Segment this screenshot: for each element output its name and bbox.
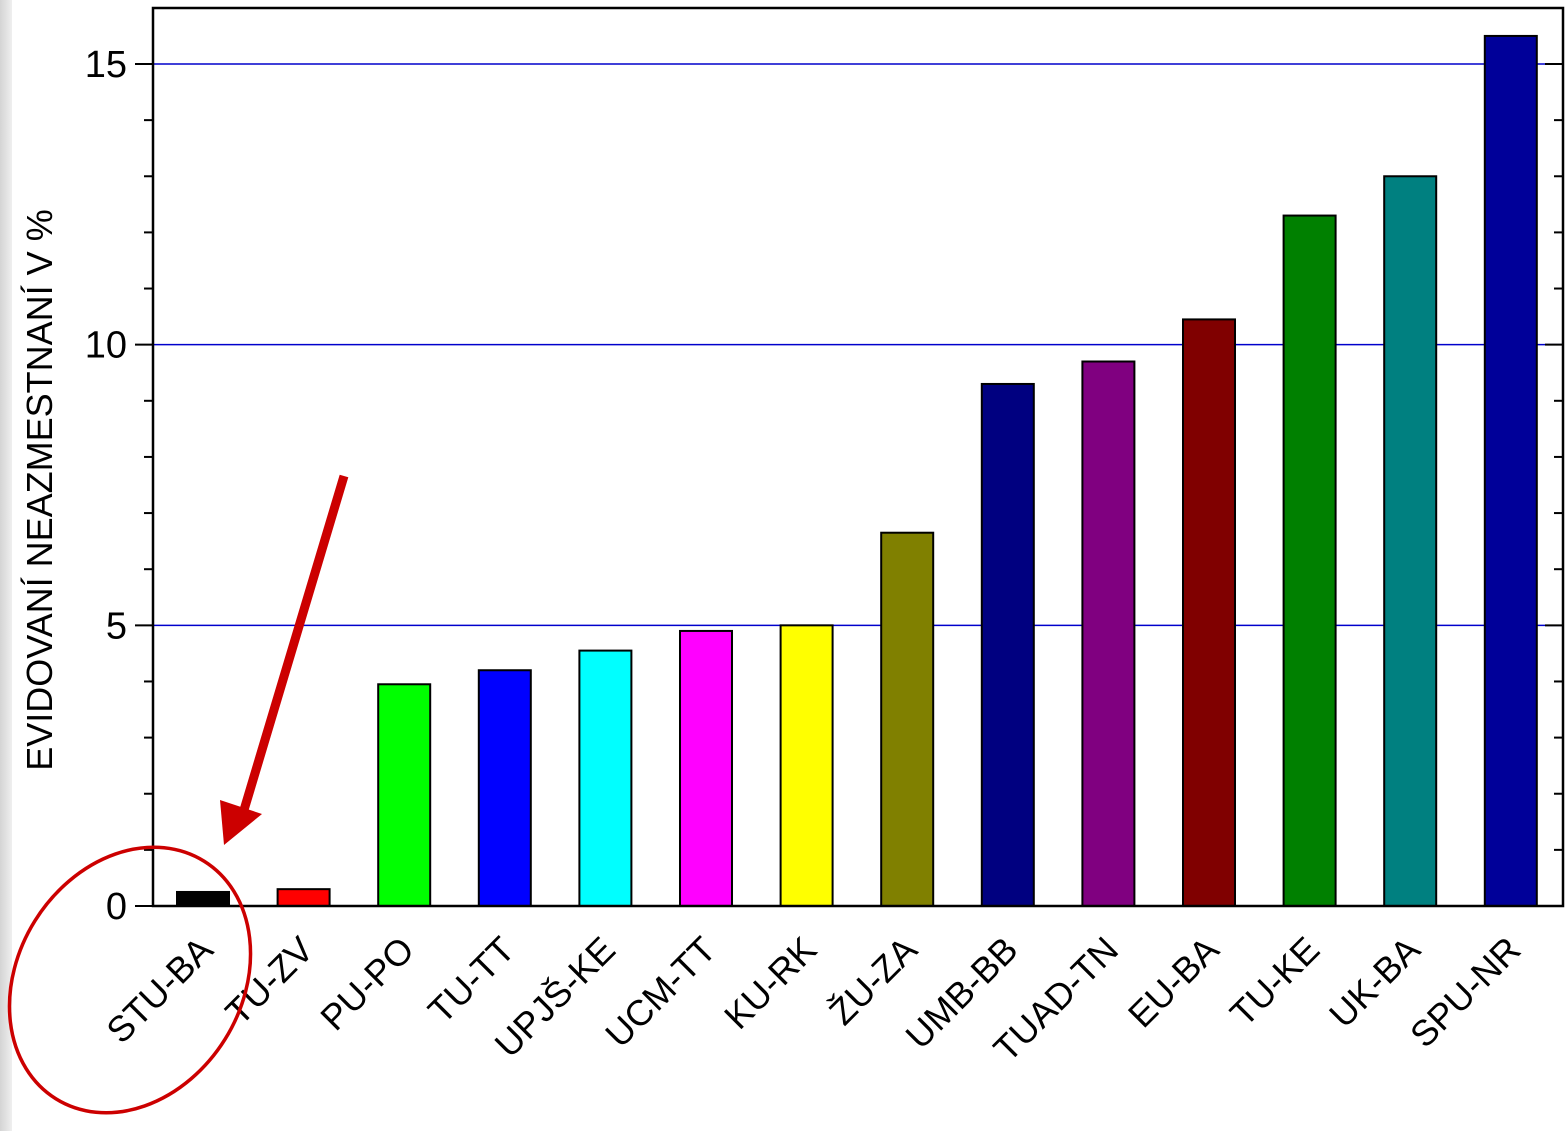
axes xyxy=(135,6,1565,908)
bar-UCM-TT xyxy=(679,629,733,907)
bar-ŽU-ZA xyxy=(880,531,935,907)
x-tick-label: SPU-NR xyxy=(1402,929,1529,1056)
annotation xyxy=(7,474,349,1115)
bar-UPJŠ-KE xyxy=(578,649,633,907)
bar-TU-ZV xyxy=(276,888,331,907)
y-tick-labels: 0 5 10 15 xyxy=(85,44,127,928)
bar-STU-BA xyxy=(176,890,230,908)
arrow-head xyxy=(220,800,262,845)
y-tick-label: 10 xyxy=(85,325,127,367)
x-tick-label: PU-PO xyxy=(312,929,422,1039)
gridlines xyxy=(153,63,1563,627)
x-tick-label: STU-BA xyxy=(98,929,220,1051)
y-axis-label: EVIDOVANÍ NEAZMESTNANÍ V % xyxy=(19,209,60,770)
bar-UMB-BB xyxy=(980,382,1035,907)
bar-SPU-NR xyxy=(1483,34,1538,907)
highlight-ellipse xyxy=(7,845,253,1115)
y-tick-label: 5 xyxy=(106,605,127,647)
bar-TUAD-TN xyxy=(1081,360,1136,907)
y-tick-label: 15 xyxy=(85,44,127,86)
x-category-labels: STU-BATU-ZVPU-POTU-TTUPJŠ-KEUCM-TTKU-RKŽ… xyxy=(98,929,1528,1070)
bar-UK-BA xyxy=(1383,175,1438,907)
x-tick-label: EU-BA xyxy=(1120,929,1227,1036)
left-edge-strip xyxy=(0,0,12,1131)
plot-frame xyxy=(151,6,1565,908)
bars xyxy=(176,34,1538,908)
bar-TU-KE xyxy=(1282,214,1337,907)
bar-KU-RK xyxy=(779,624,834,907)
bar-TU-TT xyxy=(477,669,532,907)
bar-EU-BA xyxy=(1182,318,1236,907)
x-tick-label: KU-RK xyxy=(716,929,824,1037)
x-tick-label: UCM-TT xyxy=(597,929,724,1056)
x-tick-label: TU-KE xyxy=(1222,929,1327,1034)
y-tick-label: 0 xyxy=(106,886,127,928)
x-tick-label: TU-ZV xyxy=(217,929,321,1033)
bar-PU-PO xyxy=(377,683,432,907)
arrow-shaft xyxy=(239,474,349,812)
